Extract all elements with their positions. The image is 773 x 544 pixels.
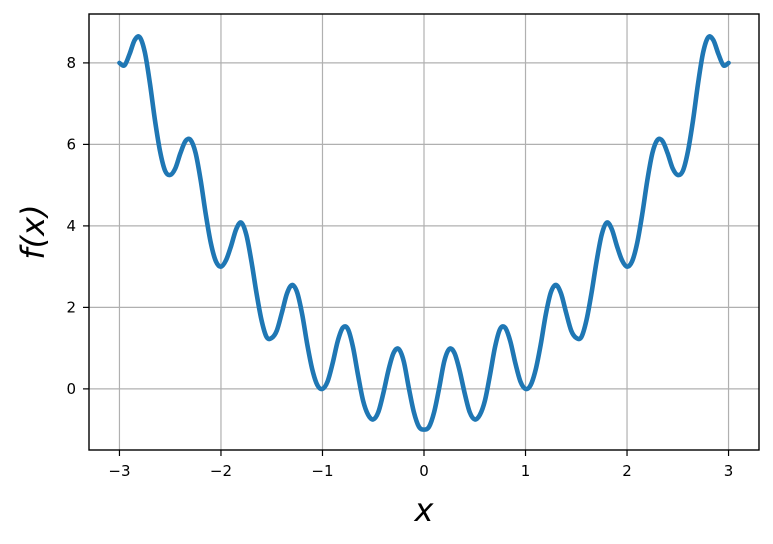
x-tick-label: 2 [622, 462, 632, 480]
grid [89, 14, 759, 450]
x-axis-label: x [414, 491, 435, 529]
tick-labels: −3 −2 −1 0 1 2 3 0 2 4 6 8 [66, 54, 733, 480]
series-group [117, 34, 731, 432]
x-tick-label: −2 [210, 462, 232, 480]
y-tick-label: 6 [66, 135, 76, 153]
x-tick-label: −1 [311, 462, 333, 480]
x-tick-label: 1 [521, 462, 531, 480]
ticks [83, 62, 730, 456]
y-tick-label: 2 [66, 298, 76, 316]
plot-frame [88, 13, 760, 451]
y-tick-label: 0 [66, 380, 76, 398]
y-axis-label: f(x) [14, 204, 52, 259]
y-tick-label: 8 [66, 54, 76, 72]
x-tick-label: −3 [108, 462, 130, 480]
x-tick-label: 0 [419, 462, 429, 480]
series-line [117, 34, 731, 432]
y-tick-label: 4 [66, 217, 76, 235]
x-tick-label: 3 [724, 462, 734, 480]
